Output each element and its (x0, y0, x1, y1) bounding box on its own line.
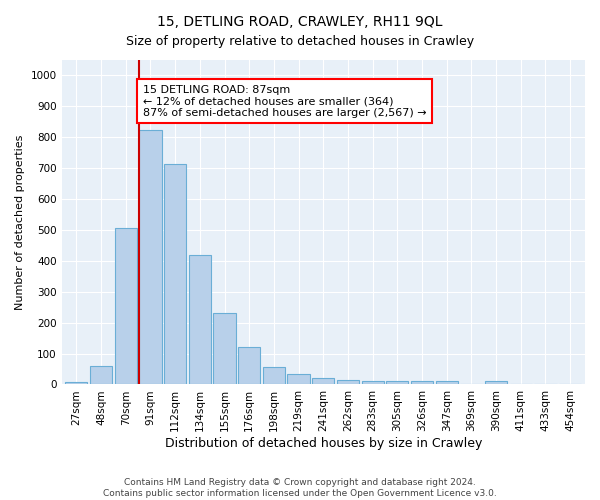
Text: Size of property relative to detached houses in Crawley: Size of property relative to detached ho… (126, 35, 474, 48)
Y-axis label: Number of detached properties: Number of detached properties (15, 134, 25, 310)
Bar (411, 382, 433, 384)
Bar (90, 366, 112, 384)
Bar (386, 382, 409, 384)
Bar (287, 374, 310, 384)
Bar (362, 381, 384, 384)
Bar (65, 382, 88, 384)
Bar (263, 368, 285, 384)
Bar (189, 254, 211, 384)
Text: Contains HM Land Registry data © Crown copyright and database right 2024.
Contai: Contains HM Land Registry data © Crown c… (103, 478, 497, 498)
Text: 15, DETLING ROAD, CRAWLEY, RH11 9QL: 15, DETLING ROAD, CRAWLEY, RH11 9QL (157, 15, 443, 29)
Bar (312, 378, 334, 384)
Text: 15 DETLING ROAD: 87sqm
← 12% of detached houses are smaller (364)
87% of semi-de: 15 DETLING ROAD: 87sqm ← 12% of detached… (143, 84, 427, 118)
Bar (436, 382, 458, 384)
Bar (214, 314, 236, 384)
X-axis label: Distribution of detached houses by size in Crawley: Distribution of detached houses by size … (164, 437, 482, 450)
Bar (238, 348, 260, 385)
Bar (337, 380, 359, 384)
Bar (164, 164, 186, 384)
Bar (139, 130, 161, 384)
Bar (115, 228, 137, 384)
Bar (485, 382, 507, 384)
